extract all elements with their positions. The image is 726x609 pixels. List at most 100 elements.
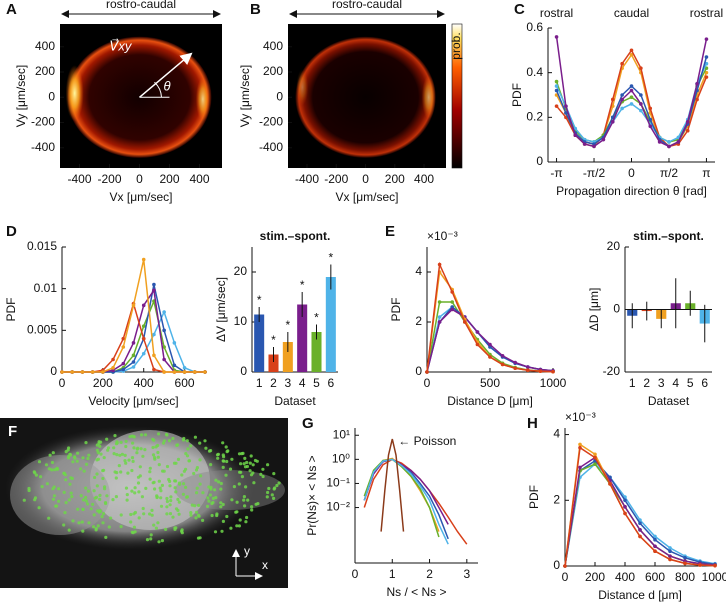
cell-dot (248, 461, 252, 465)
cell-dot (165, 464, 170, 469)
cell-dot (86, 456, 90, 461)
cell-dot (254, 502, 258, 506)
cell-dot (112, 452, 116, 456)
point (695, 97, 699, 102)
chart-title: stim.–spont. (633, 229, 704, 243)
cell-dot (189, 510, 193, 515)
cell-dot (189, 513, 193, 517)
cell-dot (225, 459, 229, 464)
chart-title: rostro-caudal (106, 0, 176, 11)
x-tick-label: 1 (256, 376, 263, 390)
cell-dot (141, 506, 145, 511)
point (450, 290, 455, 294)
cell-dot (213, 488, 217, 492)
y-tick-label: 400 (35, 39, 55, 53)
x-tick-label: 5 (313, 376, 320, 390)
cell-dot (239, 470, 243, 474)
x-axis-label: Ns / < Ns > (386, 585, 446, 599)
series-line (363, 458, 449, 545)
cell-dot (101, 521, 105, 525)
cell-dot (266, 490, 270, 495)
cell-dot (131, 441, 135, 445)
cell-dot (213, 530, 218, 534)
brain-region (10, 455, 110, 535)
point (554, 35, 559, 39)
cell-dot (131, 459, 135, 463)
point (592, 144, 596, 149)
y-tick-label: 2 (415, 314, 422, 328)
cell-dot (157, 463, 161, 467)
cell-dot (45, 482, 50, 486)
x-tick-label: 600 (175, 376, 195, 390)
cell-dot (95, 472, 99, 476)
point (685, 120, 690, 124)
point (648, 124, 653, 129)
cell-dot (267, 486, 271, 491)
cell-dot (221, 465, 225, 469)
x-tick-label: 400 (134, 376, 154, 390)
cell-dot (272, 472, 276, 476)
y-tick-label: 200 (35, 64, 55, 78)
point (162, 345, 166, 349)
point (653, 544, 657, 549)
cell-dot (52, 494, 57, 498)
x-tick-label: 4 (672, 376, 679, 390)
point (500, 353, 505, 358)
point (704, 70, 709, 75)
cell-dot (33, 471, 37, 475)
y-axis-label: ΔV [μm/sec] (214, 277, 228, 342)
y-tick-label: 0 (48, 89, 55, 103)
cell-dot (211, 500, 215, 505)
point (182, 366, 187, 370)
cell-dot (194, 516, 198, 520)
cell-dot (165, 499, 169, 504)
x-tick-label: 0 (352, 567, 359, 581)
significance-marker: * (300, 278, 305, 292)
point (593, 462, 597, 466)
point (425, 370, 429, 374)
cell-dot (184, 485, 188, 489)
y-tick-label: 20 (607, 239, 621, 253)
cell-dot (185, 439, 189, 443)
cell-dot (182, 469, 186, 473)
point (111, 366, 115, 370)
cell-dot (250, 505, 254, 509)
point (653, 534, 657, 539)
cell-dot (159, 489, 163, 493)
point (80, 370, 85, 374)
cell-dot (84, 486, 88, 490)
cell-dot (39, 475, 43, 479)
point (500, 362, 505, 367)
cell-dot (115, 440, 119, 444)
cell-dot (37, 460, 42, 464)
x-axis-label: Propagation direction θ [rad] (556, 184, 707, 198)
x-tick-label: 1 (629, 376, 636, 390)
cell-dot (216, 452, 220, 456)
cell-dot (265, 495, 269, 499)
cell-dot (71, 519, 75, 523)
panel: 0 0.2 0.4 0.6 -π -π/2 0 π/2 π Propagation directi… (510, 6, 723, 198)
panel-label: C (514, 1, 525, 18)
point (131, 360, 136, 364)
cell-dot (242, 462, 246, 466)
x-tick-label: -400 (295, 172, 319, 186)
point (182, 370, 187, 374)
cell-dot (174, 526, 178, 530)
significance-marker: * (328, 251, 333, 265)
cell-dot (168, 511, 173, 516)
cell-dot (149, 537, 153, 541)
y-tick-label: 0.01 (34, 281, 58, 295)
point (162, 357, 166, 362)
y-tick-label: 0 (613, 302, 620, 316)
cell-dot (219, 481, 223, 486)
cell-dot (235, 510, 239, 514)
x-tick-label: 200 (385, 172, 405, 186)
cell-dot (230, 457, 234, 461)
point (638, 528, 642, 532)
point (653, 537, 657, 542)
point (513, 360, 517, 365)
cell-dot (129, 520, 133, 524)
cell-dot (194, 468, 199, 472)
point (172, 363, 177, 368)
hot-spot (296, 69, 309, 106)
